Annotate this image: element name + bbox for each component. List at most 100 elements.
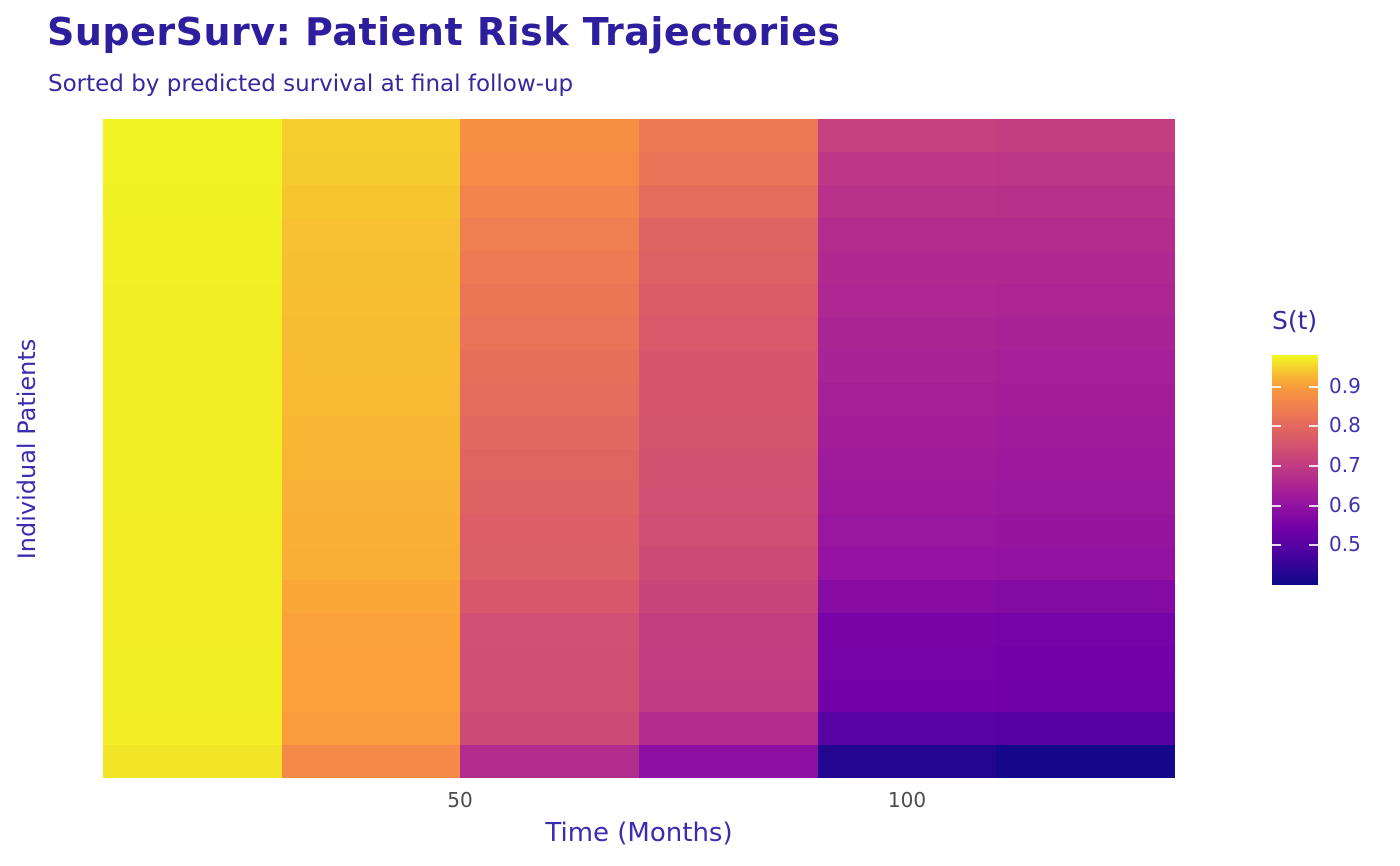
heatmap-cell	[281, 250, 461, 284]
heatmap-cell	[996, 547, 1175, 581]
legend-tick-label: 0.8	[1329, 413, 1361, 438]
heatmap-cell	[103, 151, 282, 185]
heatmap-cell	[281, 151, 461, 185]
heatmap-cell	[817, 415, 997, 449]
heatmap-cell	[281, 580, 461, 614]
heatmap-cell	[281, 283, 461, 317]
heatmap-cell	[460, 349, 639, 383]
heatmap-cell	[817, 679, 997, 713]
heatmap-cell	[996, 712, 1175, 746]
heatmap-cell	[639, 382, 818, 416]
heatmap-cell	[817, 613, 997, 647]
heatmap-cell	[817, 217, 997, 251]
x-axis-tick-50: 50	[447, 788, 473, 812]
heatmap-cell	[281, 514, 461, 548]
heatmap-cell	[817, 547, 997, 581]
colorbar-tick-mark	[1272, 425, 1281, 428]
heatmap-cell	[103, 613, 282, 647]
heatmap-cell	[460, 217, 639, 251]
heatmap-cell	[460, 481, 639, 515]
heatmap-cell	[639, 580, 818, 614]
heatmap-cell	[996, 250, 1175, 284]
heatmap-cell	[639, 250, 818, 284]
heatmap-cell	[817, 119, 997, 152]
heatmap-cell	[103, 679, 282, 713]
heatmap-cell	[103, 184, 282, 218]
heatmap-cell	[639, 283, 818, 317]
colorbar-tick-mark	[1272, 544, 1281, 547]
heatmap-cell	[103, 382, 282, 416]
y-axis-title: Individual Patients	[13, 338, 41, 560]
heatmap-cell	[281, 448, 461, 482]
colorbar-tick-mark	[1309, 465, 1318, 468]
heatmap-cell	[460, 151, 639, 185]
heatmap-cell	[460, 679, 639, 713]
heatmap-cell	[817, 151, 997, 185]
heatmap-cell	[281, 349, 461, 383]
heatmap-cell	[817, 184, 997, 218]
legend-colorbar	[1272, 355, 1318, 585]
heatmap-cell	[281, 217, 461, 251]
heatmap-cell	[103, 481, 282, 515]
heatmap-cell	[460, 448, 639, 482]
heatmap-panel	[103, 119, 1175, 778]
heatmap-cell	[996, 382, 1175, 416]
heatmap-cell	[103, 580, 282, 614]
heatmap-cell	[281, 119, 461, 152]
heatmap-cell	[639, 217, 818, 251]
heatmap-cell	[103, 712, 282, 746]
heatmap-cell	[996, 184, 1175, 218]
legend-tick-label: 0.9	[1329, 373, 1361, 398]
heatmap-cell	[639, 184, 818, 218]
heatmap-cell	[817, 745, 997, 778]
heatmap-cell	[639, 448, 818, 482]
heatmap-cell	[996, 119, 1175, 152]
heatmap-cell	[281, 646, 461, 680]
heatmap-cell	[639, 712, 818, 746]
heatmap-cell	[281, 613, 461, 647]
heatmap-cell	[817, 712, 997, 746]
heatmap-cell	[817, 514, 997, 548]
heatmap-cell	[103, 448, 282, 482]
heatmap-cell	[817, 283, 997, 317]
heatmap-cell	[460, 184, 639, 218]
heatmap-cell	[460, 613, 639, 647]
heatmap-cell	[281, 745, 461, 778]
heatmap-cell	[639, 415, 818, 449]
heatmap-cell	[103, 283, 282, 317]
heatmap-cell	[817, 316, 997, 350]
heatmap-cell	[639, 547, 818, 581]
colorbar-tick-mark	[1272, 385, 1281, 388]
heatmap-cell	[996, 415, 1175, 449]
legend-tick-label: 0.7	[1329, 453, 1361, 478]
colorbar-tick-mark	[1309, 385, 1318, 388]
heatmap-cell	[281, 712, 461, 746]
heatmap-cell	[996, 646, 1175, 680]
heatmap-cell	[996, 283, 1175, 317]
heatmap-cell	[103, 349, 282, 383]
heatmap-cell	[460, 119, 639, 152]
heatmap-cell	[639, 679, 818, 713]
legend-title: S(t)	[1272, 306, 1318, 335]
heatmap-cell	[996, 217, 1175, 251]
heatmap-cell	[460, 712, 639, 746]
chart-title: SuperSurv: Patient Risk Trajectories	[47, 10, 841, 54]
heatmap-cell	[817, 580, 997, 614]
heatmap-cell	[639, 349, 818, 383]
heatmap-cell	[996, 679, 1175, 713]
legend-tick-label: 0.6	[1329, 492, 1361, 517]
heatmap-cell	[281, 184, 461, 218]
heatmap-cell	[460, 745, 639, 778]
heatmap-cell	[996, 613, 1175, 647]
heatmap-cell	[639, 613, 818, 647]
heatmap-cell	[460, 316, 639, 350]
heatmap-cell	[996, 514, 1175, 548]
heatmap-cell	[103, 217, 282, 251]
heatmap-cell	[103, 119, 282, 152]
heatmap-cell	[817, 646, 997, 680]
x-axis-tick-100: 100	[887, 788, 927, 812]
heatmap-cell	[281, 316, 461, 350]
colorbar-tick-mark	[1272, 465, 1281, 468]
heatmap-cell	[996, 448, 1175, 482]
